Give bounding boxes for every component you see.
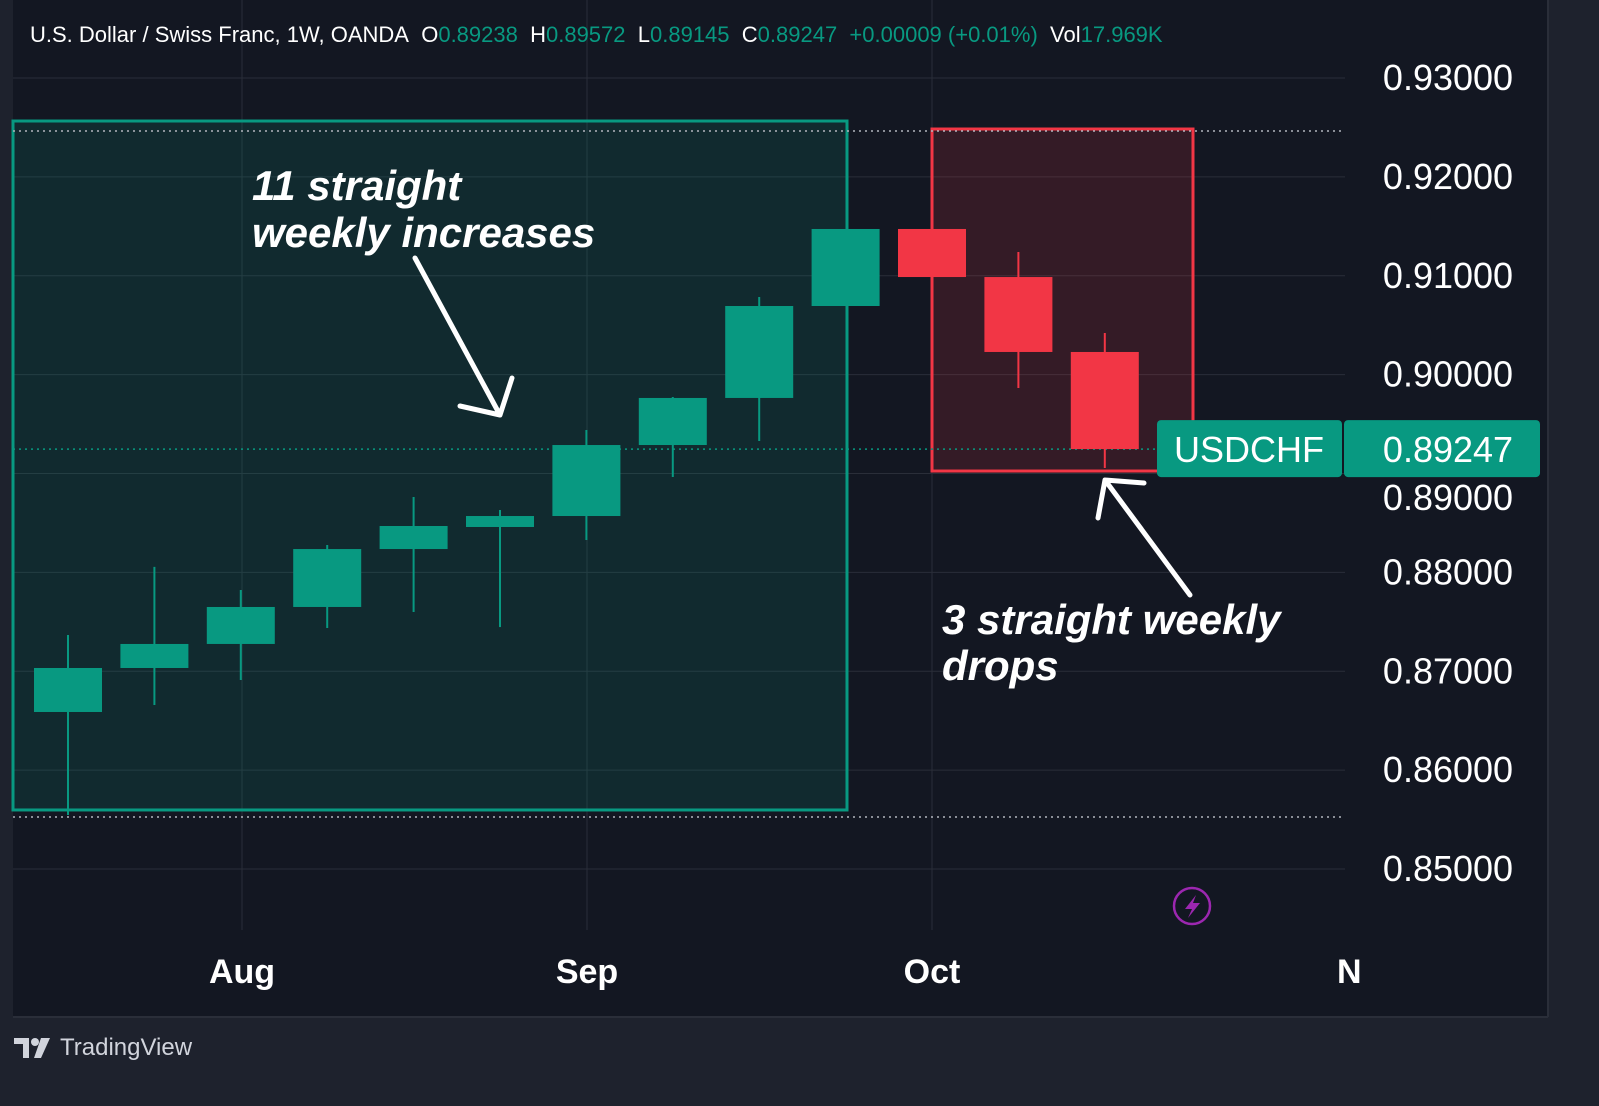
symbol-label: USDCHF <box>1174 429 1324 470</box>
candle-body <box>811 228 880 307</box>
y-tick-label: 0.89000 <box>1383 477 1513 518</box>
candle-body <box>379 526 448 550</box>
y-tick-label: 0.88000 <box>1383 551 1513 592</box>
close-label: C <box>741 22 758 47</box>
y-tick-label: 0.87000 <box>1383 650 1513 691</box>
change-value: +0.00009 (+0.01%) <box>849 22 1038 47</box>
x-tick-label: N <box>1337 953 1362 991</box>
y-tick-label: 0.86000 <box>1383 749 1513 790</box>
symbol-title: U.S. Dollar / Swiss Franc, 1W, OANDA <box>30 22 409 47</box>
close-value: 0.89247 <box>757 22 838 47</box>
lightning-icon[interactable] <box>1172 886 1212 926</box>
candle-body <box>206 606 275 644</box>
x-tick-label: Oct <box>904 953 961 991</box>
low-label: L <box>637 22 650 47</box>
y-tick-label: 0.90000 <box>1383 354 1513 395</box>
high-value: 0.89572 <box>545 22 626 47</box>
low-value: 0.89145 <box>650 22 730 47</box>
drop-range-box <box>930 127 1195 473</box>
annotation-text: 11 straight <box>252 162 463 209</box>
candle-body <box>466 516 534 527</box>
candle-body <box>725 306 794 398</box>
volume-value: 17.969K <box>1080 22 1163 47</box>
last-price-label-bg <box>1344 420 1540 478</box>
annotation-text: drops <box>942 642 1059 689</box>
candle-body <box>1070 351 1139 450</box>
chart-background <box>13 0 1548 1017</box>
x-tick-label: Sep <box>556 953 618 991</box>
open-value: 0.89238 <box>438 22 518 47</box>
candle-body <box>120 643 189 668</box>
high-label: H <box>530 22 546 47</box>
candle-body <box>638 397 707 446</box>
candle-body <box>552 445 621 517</box>
candle-body <box>293 549 362 607</box>
y-tick-label: 0.92000 <box>1383 156 1513 197</box>
y-tick-label: 0.91000 <box>1383 255 1513 296</box>
tradingview-logo[interactable]: TradingView <box>14 1034 192 1062</box>
arrow-icon <box>412 255 515 418</box>
tradingview-logo-icon <box>14 1038 50 1058</box>
candle-body <box>34 667 102 712</box>
annotation-text: weekly increases <box>252 209 595 256</box>
open-label: O <box>421 22 439 47</box>
candle-body <box>984 277 1053 352</box>
symbol-label-bg <box>1157 420 1342 478</box>
y-tick-label: 0.85000 <box>1383 848 1513 889</box>
lightning-bolt-icon <box>1185 895 1200 918</box>
increase-range-box <box>11 119 849 812</box>
price-axis[interactable] <box>1345 0 1548 1017</box>
last-price-label: 0.89247 <box>1383 429 1513 470</box>
arrow-icon <box>1095 477 1193 598</box>
y-tick-label: 0.93000 <box>1383 57 1513 98</box>
candle-body <box>898 228 966 278</box>
brand-name: TradingView <box>60 1034 193 1061</box>
annotation-text: 3 straight weekly <box>942 596 1283 643</box>
x-tick-label: Aug <box>209 953 275 991</box>
volume-label: Vol <box>1050 22 1081 47</box>
chart-legend: U.S. Dollar / Swiss Franc, 1W, OANDA O0.… <box>30 22 1163 48</box>
